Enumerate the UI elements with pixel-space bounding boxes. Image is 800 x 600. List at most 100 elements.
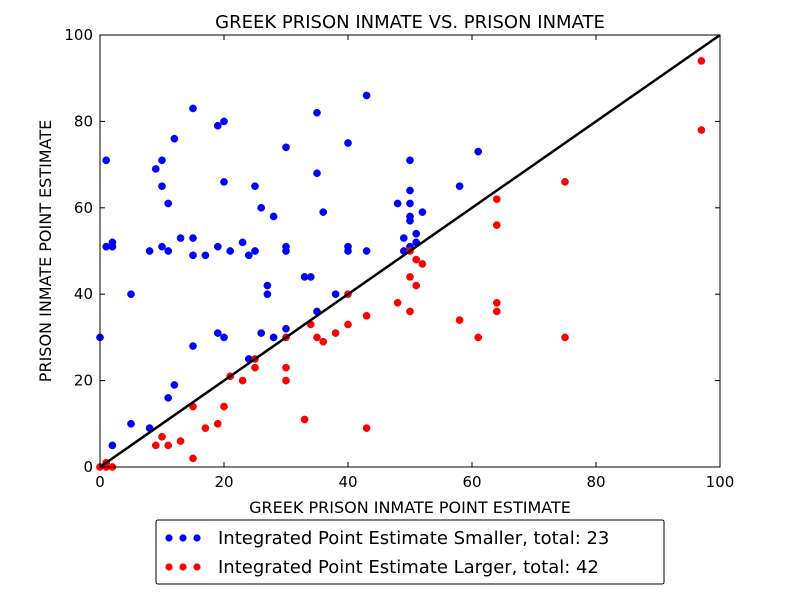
point-smaller: [319, 208, 328, 216]
point-smaller: [213, 329, 222, 337]
point-smaller: [158, 156, 166, 165]
point-larger: [344, 320, 352, 329]
y-tick-label: 40: [74, 285, 93, 303]
point-smaller: [344, 247, 352, 255]
point-larger: [189, 454, 197, 463]
point-larger: [492, 221, 501, 229]
point-smaller: [213, 242, 222, 251]
point-smaller: [238, 238, 247, 247]
point-smaller: [406, 156, 414, 165]
point-smaller: [226, 247, 235, 255]
point-larger: [220, 402, 228, 411]
point-larger: [300, 415, 309, 424]
chart-title: GREEK PRISON INMATE VS. PRISON INMATE: [215, 12, 605, 33]
point-larger: [158, 432, 166, 441]
y-tick-label: 0: [83, 458, 93, 476]
y-tick-label: 80: [74, 112, 93, 130]
point-smaller: [269, 212, 278, 221]
point-larger: [412, 281, 421, 290]
point-smaller: [393, 199, 402, 208]
legend-marker-red: [165, 563, 201, 571]
x-tick-label: 100: [706, 473, 735, 491]
point-smaller: [151, 165, 160, 173]
x-tick-label: 80: [586, 473, 605, 491]
point-smaller: [406, 216, 414, 225]
point-smaller: [145, 247, 154, 255]
point-larger: [393, 298, 402, 307]
point-smaller: [406, 186, 414, 195]
y-tick-label: 20: [74, 372, 93, 390]
point-smaller: [474, 147, 483, 156]
point-larger: [697, 57, 706, 65]
point-larger: [697, 126, 706, 134]
point-larger: [176, 437, 185, 445]
point-larger: [492, 307, 501, 316]
legend-label-smaller: Integrated Point Estimate Smaller, total…: [218, 528, 609, 549]
point-larger: [164, 441, 173, 450]
y-tick-label: 100: [64, 26, 93, 44]
legend-label-larger: Integrated Point Estimate Larger, total:…: [218, 557, 599, 578]
point-smaller: [306, 273, 315, 281]
point-larger: [492, 298, 501, 307]
x-axis-label: GREEK PRISON INMATE POINT ESTIMATE: [249, 498, 571, 517]
data-points: [96, 57, 706, 471]
point-smaller: [220, 117, 228, 126]
point-larger: [201, 424, 210, 432]
point-smaller: [213, 121, 222, 130]
point-smaller: [455, 182, 464, 191]
point-larger: [213, 419, 222, 428]
point-smaller: [313, 169, 321, 178]
x-tick-label: 40: [338, 473, 357, 491]
x-tick-label: 0: [95, 473, 105, 491]
point-smaller: [220, 178, 228, 186]
point-smaller: [257, 203, 266, 212]
axis-ticks: 0 20 40 60 80 100 0 20 40 60 80 100: [64, 26, 734, 491]
point-smaller: [269, 333, 278, 342]
point-larger: [474, 333, 483, 342]
point-larger: [362, 311, 371, 320]
point-larger: [561, 333, 569, 342]
point-smaller: [201, 251, 210, 260]
point-smaller: [362, 91, 371, 100]
x-tick-label: 20: [214, 473, 233, 491]
legend: Integrated Point Estimate Smaller, total…: [155, 519, 665, 585]
point-smaller: [282, 143, 290, 152]
legend-dot-blue: [193, 534, 201, 542]
point-smaller: [189, 104, 197, 113]
point-smaller: [344, 139, 352, 147]
legend-frame: [155, 519, 665, 585]
point-larger: [238, 376, 247, 385]
y-tick-label: 60: [74, 199, 93, 217]
point-smaller: [108, 441, 117, 450]
point-smaller: [220, 333, 228, 342]
point-larger: [151, 441, 160, 450]
point-smaller: [164, 394, 173, 402]
point-smaller: [263, 290, 272, 299]
point-smaller: [102, 156, 111, 165]
point-smaller: [257, 329, 266, 337]
point-larger: [406, 307, 414, 316]
legend-dot-blue: [179, 534, 187, 542]
legend-dot-red: [179, 563, 187, 571]
point-larger: [251, 363, 259, 372]
point-larger: [282, 376, 290, 385]
point-smaller: [164, 247, 173, 255]
legend-marker-blue: [165, 534, 201, 542]
point-larger: [282, 363, 290, 372]
point-larger: [406, 273, 414, 281]
legend-dot-blue: [165, 534, 173, 542]
point-larger: [319, 337, 328, 346]
point-smaller: [170, 134, 179, 143]
point-smaller: [412, 229, 421, 238]
x-tick-label: 60: [462, 473, 481, 491]
point-larger: [331, 329, 340, 337]
point-larger: [418, 260, 427, 268]
point-smaller: [176, 234, 185, 242]
point-smaller: [127, 290, 135, 299]
point-smaller: [399, 234, 408, 242]
point-smaller: [251, 182, 259, 191]
point-smaller: [108, 238, 117, 247]
point-smaller: [158, 182, 166, 191]
point-smaller: [263, 281, 272, 290]
point-smaller: [189, 251, 197, 260]
